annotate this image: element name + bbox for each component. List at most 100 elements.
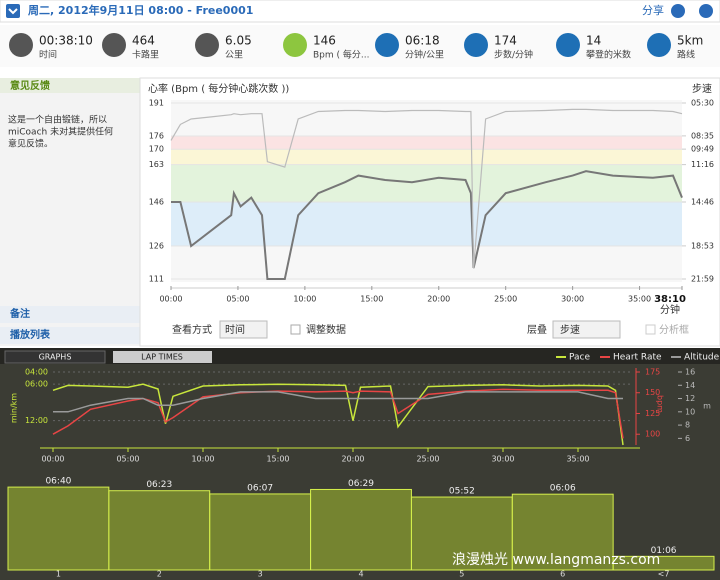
hr-zone <box>171 149 682 165</box>
stat-icon <box>375 33 399 57</box>
y-tick-label: 176 <box>149 132 164 141</box>
stat-label: 攀登的米数 <box>586 49 631 61</box>
stat-icon <box>195 33 219 57</box>
y2-tick-label: 05:30 <box>691 99 714 108</box>
lap-bar[interactable] <box>310 488 412 571</box>
feedback-title: 意见反馈 <box>10 79 50 92</box>
x-tick-label: 35:00 <box>628 295 651 304</box>
x-tick-label: 05:00 <box>116 455 139 464</box>
notes-row[interactable] <box>0 306 140 323</box>
hr-zone <box>171 164 682 202</box>
y-tick-label: 170 <box>149 145 164 154</box>
stat-label: 时间 <box>39 49 57 61</box>
y2-tick-label: 08:35 <box>691 131 714 140</box>
lap-number: 3 <box>258 570 263 579</box>
y-tick-label: 126 <box>149 242 164 251</box>
x-tick-label: 30:00 <box>491 455 514 464</box>
y3-tick-label: 8 <box>685 421 690 430</box>
stat-icon <box>464 33 488 57</box>
x-tick-label: 35:00 <box>566 455 589 464</box>
chart-title: 心率 (Bpm ( 每分钟心跳次数 )) <box>148 82 289 95</box>
x-tick-label: 25:00 <box>494 295 517 304</box>
print-icon[interactable] <box>699 4 713 18</box>
stat-value: 464 <box>132 34 155 48</box>
legend-label: Heart Rate <box>613 353 662 363</box>
y3-tick-label: 10 <box>685 407 695 416</box>
x-tick-label: 30:00 <box>561 295 584 304</box>
stat-value: 06:18 <box>405 34 440 48</box>
feedback-header[interactable] <box>0 78 140 93</box>
x-tick-label: 38:10 <box>654 294 686 305</box>
top-bar <box>0 0 720 23</box>
x-tick-label: 10:00 <box>191 455 214 464</box>
menu-button[interactable] <box>6 4 20 18</box>
x-tick-label: 00:00 <box>41 455 64 464</box>
lap-time: 06:07 <box>247 483 273 493</box>
y3-tick-label: 12 <box>685 394 695 403</box>
legend-label: Pace <box>569 353 590 363</box>
lap-number: 1 <box>56 570 61 579</box>
stat-value: 174 <box>494 34 517 48</box>
stat-label: 分钟/公里 <box>405 49 444 61</box>
y2-tick-label: 175 <box>645 368 660 377</box>
stat-icon <box>9 33 33 57</box>
y-tick-label: 146 <box>149 198 164 207</box>
y2-title: 步速 <box>692 83 712 95</box>
graphs-tab[interactable] <box>4 350 106 364</box>
y2-tick-label: 100 <box>645 430 660 439</box>
analysis-checkbox[interactable] <box>645 324 656 335</box>
stat-label: 路线 <box>677 49 695 61</box>
share-icon[interactable] <box>671 4 685 18</box>
analysis-label: 分析框 <box>659 323 689 336</box>
lap-number: 5 <box>459 570 464 579</box>
stat-value: 6.05 <box>225 34 252 48</box>
x-tick-label: 15:00 <box>266 455 289 464</box>
y2-tick-label: 09:49 <box>691 145 714 154</box>
lap-bar[interactable] <box>108 490 211 571</box>
lap-bar[interactable] <box>410 496 513 571</box>
stat-icon <box>102 33 126 57</box>
tab-strip <box>0 348 720 364</box>
x-tick-label: 05:00 <box>226 295 249 304</box>
overlay-select[interactable] <box>552 320 621 339</box>
y-tick-label: 163 <box>149 160 164 169</box>
lap-time: 06:40 <box>45 477 71 487</box>
share-button[interactable]: 分享 <box>642 3 664 17</box>
workout-title: 周二, 2012年9月11日 08:00 - Free0001 <box>28 3 253 17</box>
lap-bar[interactable] <box>612 555 715 571</box>
sidebar <box>0 78 140 346</box>
view-value: 时间 <box>225 323 245 336</box>
y2-tick-label: 150 <box>645 388 660 397</box>
laps-tab[interactable] <box>113 351 212 363</box>
lap-time: 06:29 <box>348 479 374 489</box>
y-tick-label: 12:00 <box>25 416 48 425</box>
stat-value: 146 <box>313 34 336 48</box>
view-select[interactable] <box>219 320 268 339</box>
lap-time: 05:52 <box>449 487 475 497</box>
y-tick-label: 111 <box>149 275 164 284</box>
graphs-tab-label: GRAPHS <box>39 353 72 362</box>
stat-label: 步数/分钟 <box>494 49 533 61</box>
stat-label: 卡路里 <box>132 49 159 61</box>
notes: 备注 <box>9 307 30 320</box>
watermark: 浪漫烛光 www.langmanzs.com <box>452 552 660 568</box>
adjust-checkbox[interactable] <box>290 324 301 335</box>
y3-title: m <box>703 402 711 411</box>
line-series <box>170 108 683 269</box>
y2-tick-label: 14:46 <box>691 198 714 207</box>
playlist-row[interactable] <box>0 327 140 344</box>
line-series <box>53 391 623 413</box>
x-tick-label: 20:00 <box>427 295 450 304</box>
lap-bar[interactable] <box>7 486 110 571</box>
x-tick-label: 00:00 <box>159 295 182 304</box>
y-tick-label: 191 <box>149 99 164 108</box>
hr-zone <box>171 136 682 150</box>
x-unit: 分钟 <box>660 303 680 316</box>
lap-number: <7 <box>658 570 670 579</box>
x-tick-label: 20:00 <box>341 455 364 464</box>
feedback-text: 这是一个自由锻链，所以 <box>8 114 107 126</box>
lap-bar[interactable] <box>209 493 312 571</box>
lap-bar[interactable] <box>511 493 614 571</box>
y-title: min/km <box>10 393 19 423</box>
